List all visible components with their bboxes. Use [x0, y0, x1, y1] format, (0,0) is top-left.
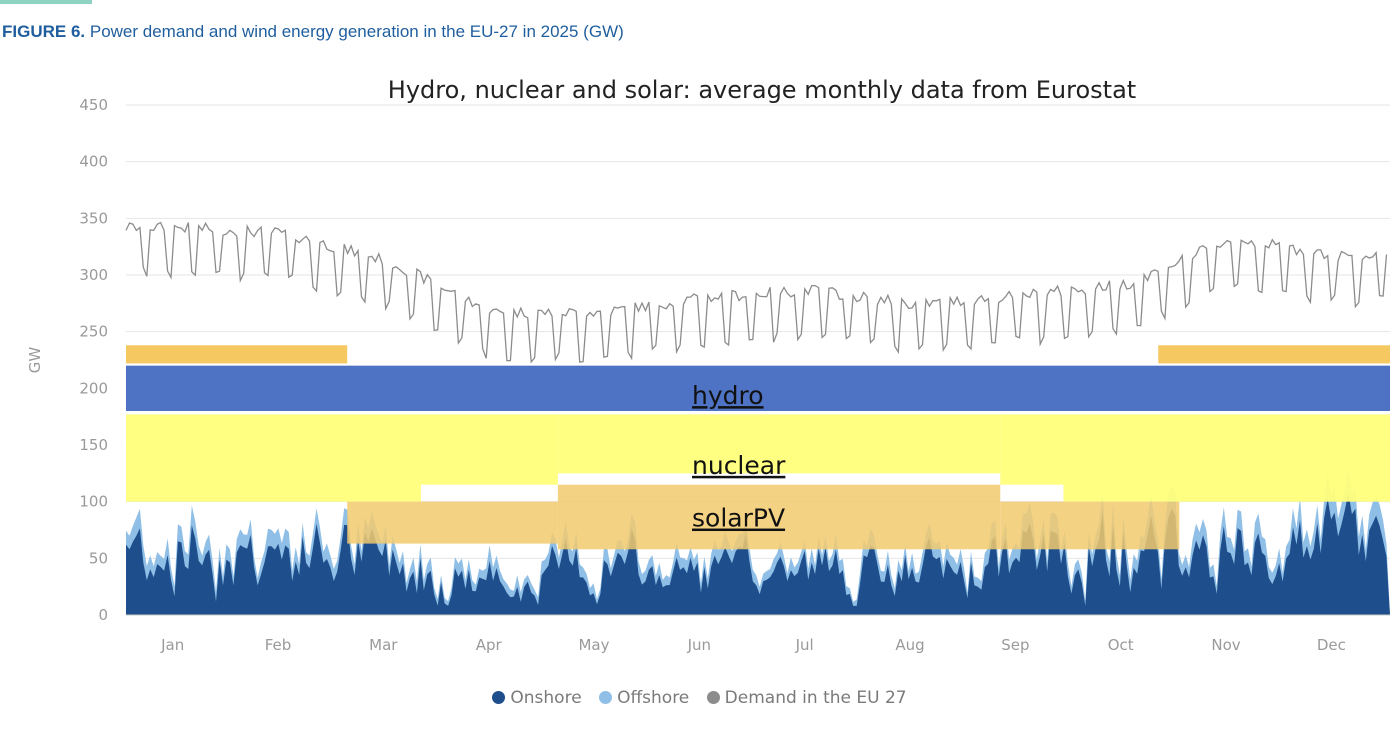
y-tick-label-0: 0 [98, 606, 108, 624]
nuclear-band-3 [1000, 414, 1064, 485]
x-tick-label-apr: Apr [476, 636, 503, 654]
x-tick-label-jan: Jan [160, 636, 184, 654]
y-tick-label-200: 200 [79, 379, 108, 397]
legend-item-onshore: Onshore [492, 688, 582, 708]
solar-band-0 [347, 501, 558, 544]
demand-dot-icon [706, 691, 720, 704]
legend-label-onshore: Onshore [510, 688, 582, 708]
x-tick-label-oct: Oct [1108, 636, 1134, 654]
figure-label: FIGURE 6. [2, 22, 86, 41]
onshore-dot-icon [492, 691, 506, 704]
solar_top-band-0 [126, 345, 348, 364]
hydro-band-0 [126, 365, 1390, 411]
x-tick-label-may: May [578, 636, 609, 654]
onshore-area [126, 492, 1390, 615]
x-tick-label-sep: Sep [1001, 636, 1029, 654]
legend-item-demand: Demand in the EU 27 [706, 688, 907, 708]
y-tick-label-100: 100 [79, 493, 108, 511]
y-tick-label-400: 400 [79, 153, 108, 171]
legend-item-offshore: Offshore [599, 688, 689, 708]
x-tick-label-dec: Dec [1317, 636, 1346, 654]
solar-band-2 [1000, 501, 1180, 550]
y-tick-label-50: 50 [89, 549, 108, 567]
legend-label-demand: Demand in the EU 27 [724, 688, 907, 708]
y-tick-label-300: 300 [79, 266, 108, 284]
chart-annotation: Hydro, nuclear and solar: average monthl… [388, 76, 1136, 104]
nuclear-band-label: nuclear [692, 451, 786, 480]
nuclear-band-4 [1063, 414, 1390, 502]
x-tick-label-jun: Jun [687, 636, 711, 654]
demand-line [125, 221, 1388, 364]
legend-label-offshore: Offshore [617, 688, 690, 708]
hydro-band-label: hydro [692, 381, 764, 410]
y-tick-label-250: 250 [79, 323, 108, 341]
figure-title-text: Power demand and wind energy generation … [89, 22, 624, 41]
nuclear-band-0 [126, 414, 421, 502]
solar-band-1 [557, 484, 1001, 550]
x-tick-label-nov: Nov [1211, 636, 1240, 654]
y-axis-label: GW [26, 347, 44, 374]
chart: 0 50 100 150 200 250 300 350 400 450 GW hydro nuclea… [26, 76, 1390, 654]
x-tick-label-jul: Jul [795, 636, 814, 654]
solar_top-band-1 [1158, 345, 1390, 364]
x-tick-label-mar: Mar [369, 636, 398, 654]
nuclear-band-2 [557, 414, 1001, 474]
solar-band-label: solarPV [692, 504, 785, 533]
x-tick-label-feb: Feb [265, 636, 292, 654]
legend: Onshore Offshore Demand in the EU 27 [0, 688, 1399, 708]
y-tick-label-350: 350 [79, 209, 108, 227]
x-tick-label-aug: Aug [895, 636, 924, 654]
accent-bar [0, 0, 92, 4]
offshore-area [126, 468, 1390, 615]
offshore-dot-icon [599, 691, 613, 704]
y-tick-label-150: 150 [79, 436, 108, 454]
nuclear-band-1 [420, 414, 558, 485]
y-tick-label-450: 450 [79, 96, 108, 114]
figure-title: FIGURE 6. Power demand and wind energy g… [2, 22, 624, 42]
